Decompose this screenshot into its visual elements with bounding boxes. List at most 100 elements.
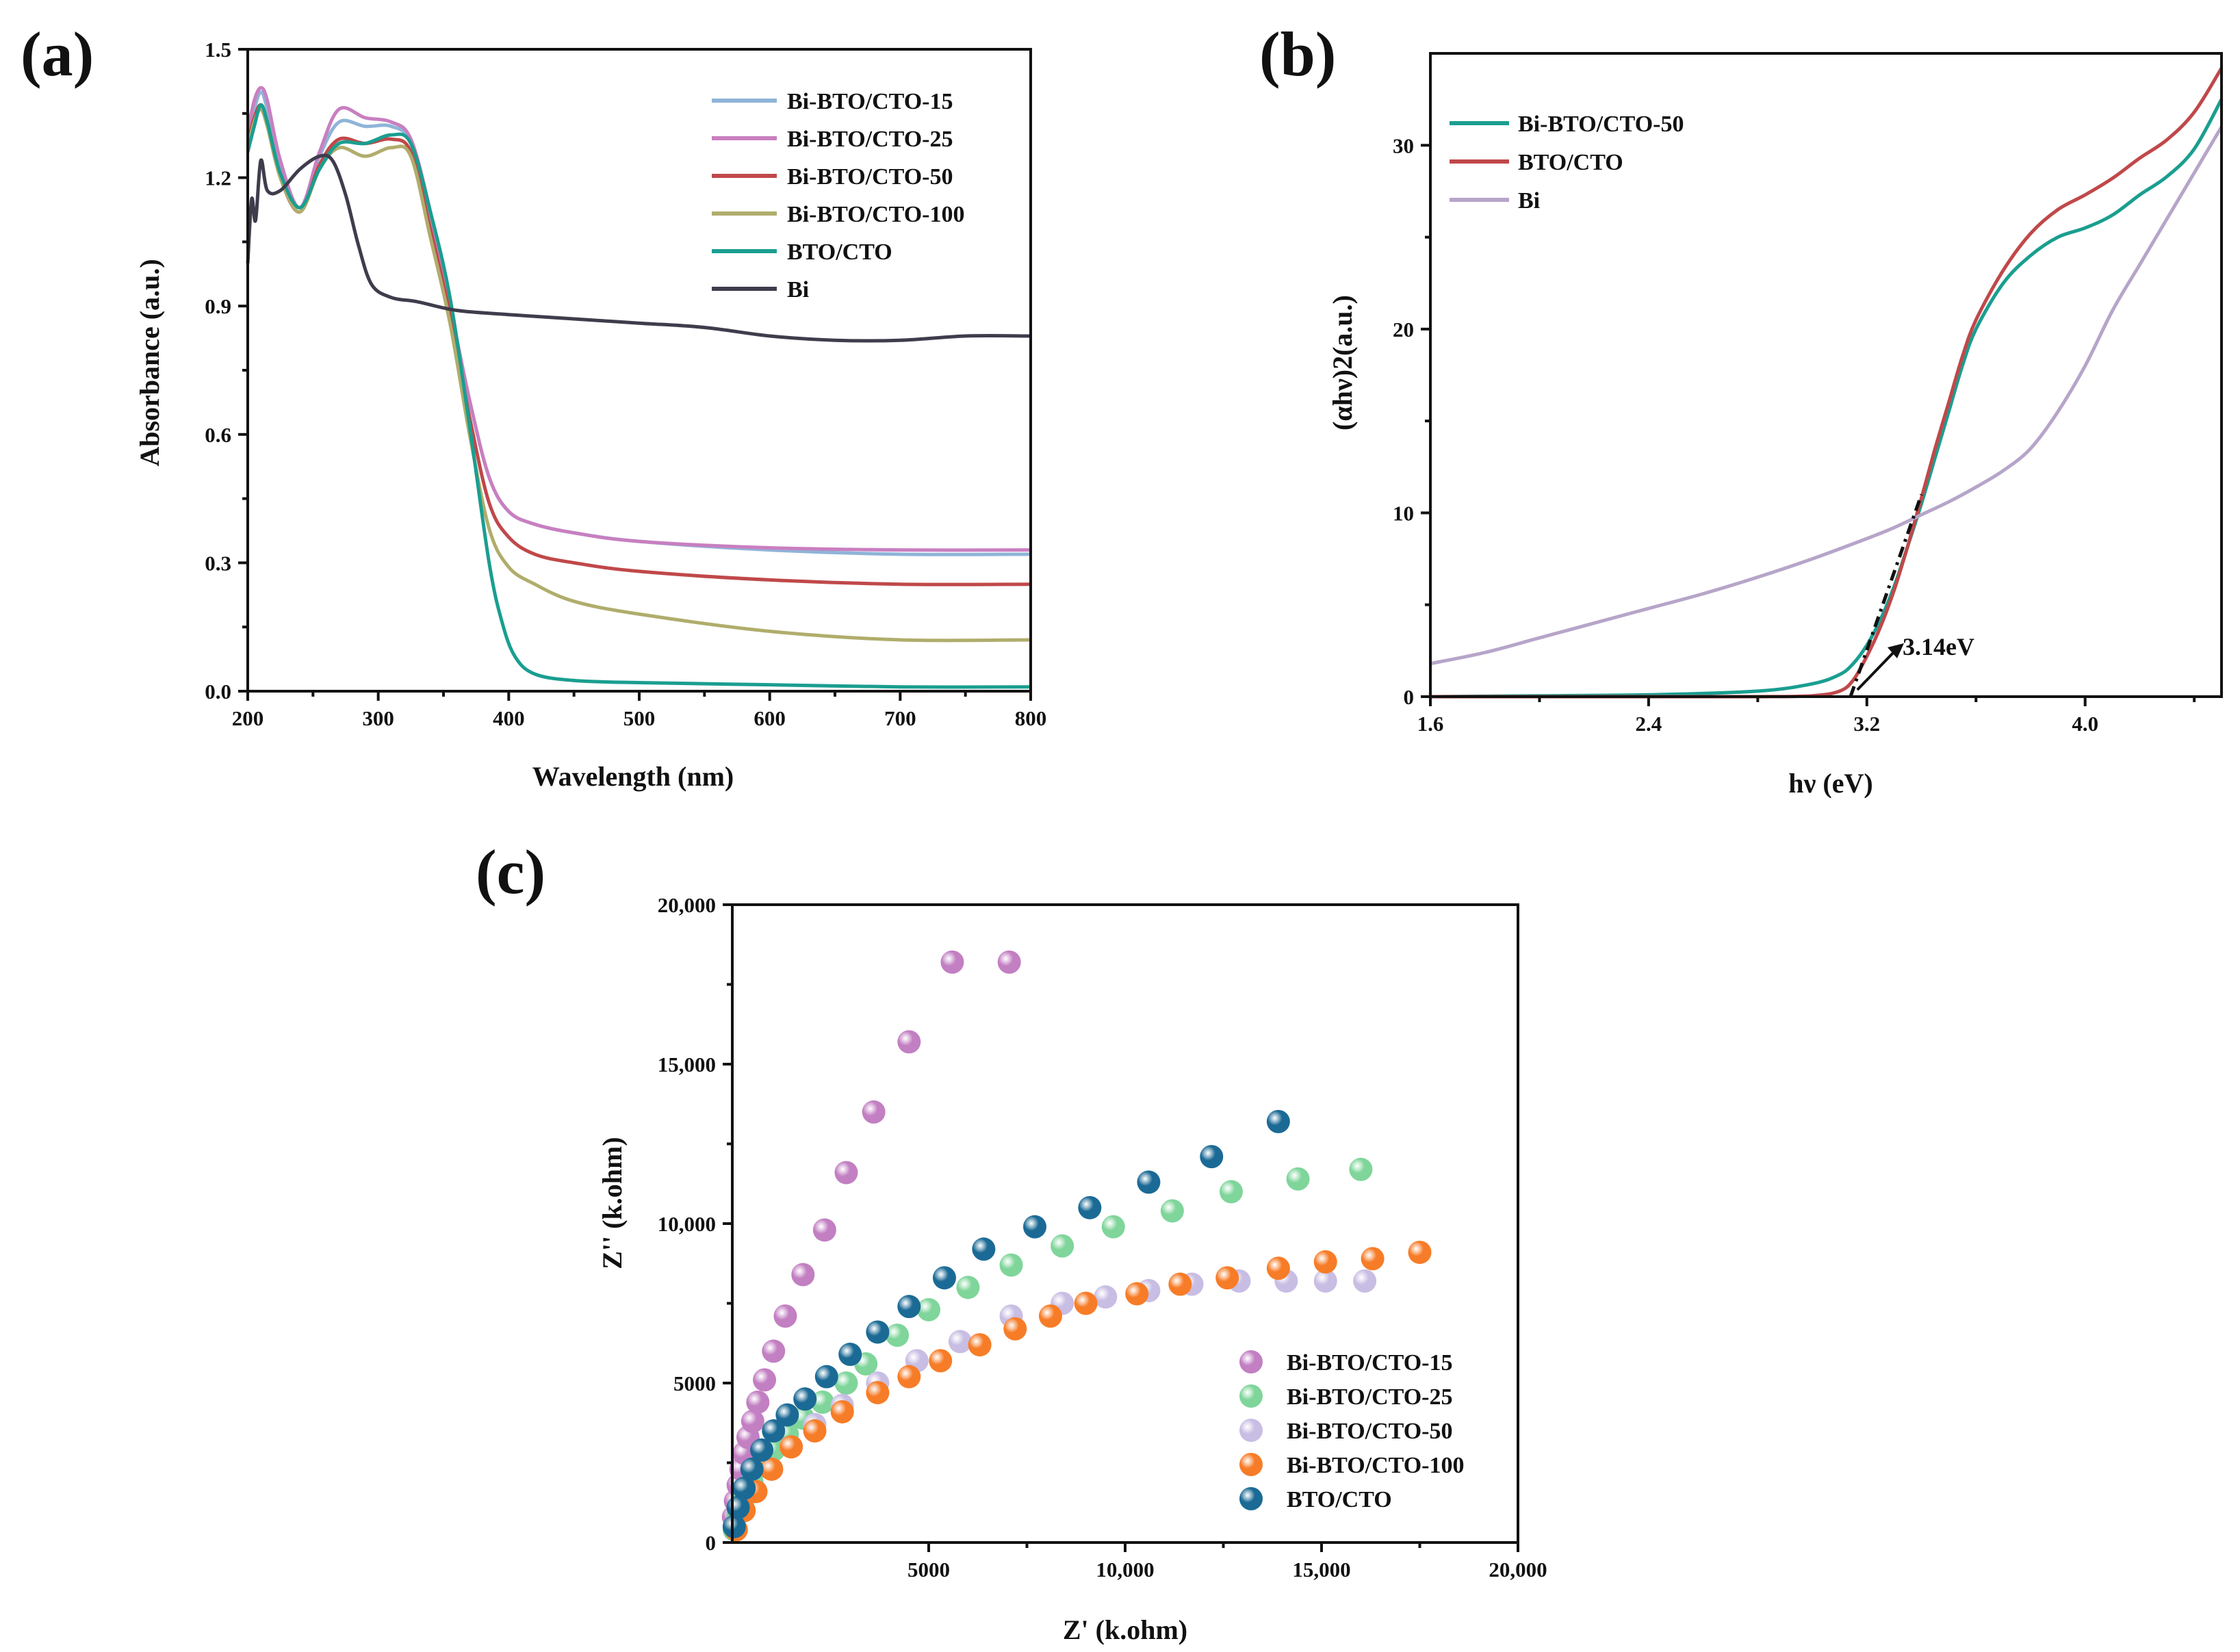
panel-c-point [1361, 1247, 1385, 1271]
panel-a-legend-label-bto-cto: BTO/CTO [787, 240, 892, 265]
panel-c-nyquist-plot: (c) 5000 10,000 15,000 20,000 0 5000 10,000 15,… [476, 837, 1547, 1645]
panel-a-xtick-label: 300 [362, 706, 394, 730]
panel-a-uv-vis-chart: (a) 200 300 400 500 600 700 800 0.0 0.3 0.6 0.9 1.2… [21, 19, 1046, 792]
panel-c-point [791, 1263, 815, 1287]
panel-c-point [793, 1387, 817, 1411]
panel-c-point [1125, 1282, 1149, 1306]
panel-c-legend-marker-bi-bto-cto-100 [1239, 1453, 1263, 1476]
panel-c-point [1022, 1215, 1046, 1239]
panel-a-legend-label-bi: Bi [787, 277, 809, 302]
panel-c-point [775, 1403, 799, 1427]
panel-c-point [1074, 1291, 1098, 1315]
panel-b-axes: 1.6 2.4 3.2 4.0 0 10 20 30 [1393, 52, 2223, 736]
panel-b-legend: Bi-BTO/CTO-50 BTO/CTO Bi [1450, 112, 1684, 214]
panel-c-point [997, 950, 1021, 974]
panel-b-legend-label-bi: Bi [1518, 188, 1540, 214]
panel-c-point [1160, 1199, 1184, 1223]
panel-c-axes: 5000 10,000 15,000 20,000 0 5000 10,000 15,000 2… [658, 893, 1547, 1582]
panel-b-xlabel: hν (eV) [1788, 768, 1872, 799]
panel-a-ytick-label: 1.2 [205, 166, 231, 190]
panel-b-series-bi-bto-cto-50 [1430, 98, 2224, 699]
panel-b-legend-label-bi-bto-cto-50: Bi-BTO/CTO-50 [1518, 112, 1684, 137]
panel-c-point [972, 1237, 996, 1261]
panel-c-legend-label-bi-bto-cto-100: Bi-BTO/CTO-100 [1287, 1453, 1464, 1478]
panel-b-xtick-label: 3.2 [1853, 712, 1880, 736]
panel-b-tauc-plot: (b) 1.6 2.4 3.2 4.0 0 10 20 30 Bi-BTO/CTO-50 BTO… [1259, 19, 2224, 799]
panel-c-point [1215, 1266, 1239, 1290]
panel-c-point [773, 1304, 797, 1328]
panel-a-legend-label-bi-bto-cto-25: Bi-BTO/CTO-25 [787, 127, 953, 152]
panel-c-point [1219, 1180, 1243, 1204]
panel-c-point [722, 1514, 746, 1538]
panel-b-bandgap-annotation: 3.14eV [1903, 633, 1974, 660]
panel-b-ytick-label: 0 [1404, 685, 1415, 709]
panel-c-legend-marker-bi-bto-cto-50 [1239, 1419, 1263, 1442]
panel-c-point [1094, 1285, 1118, 1309]
panel-c-point [1200, 1145, 1224, 1169]
panel-b-ytick-label: 10 [1393, 501, 1414, 525]
panel-a-xtick-label: 800 [1015, 706, 1047, 730]
panel-c-legend-label-bi-bto-cto-25: Bi-BTO/CTO-25 [1287, 1384, 1452, 1410]
panel-a-ylabel: Absorbance (a.u.) [134, 259, 165, 466]
panel-a-ytick-label: 0.0 [205, 680, 231, 704]
panel-c-point [897, 1365, 921, 1389]
panel-c-point [1266, 1109, 1290, 1133]
panel-c-frame [731, 903, 1519, 1544]
panel-a-series-bto-cto [246, 103, 1031, 689]
panel-c-point [1168, 1272, 1192, 1296]
panel-c-point [1078, 1196, 1102, 1219]
panel-c-point [834, 1371, 858, 1395]
panel-c-point [811, 1390, 835, 1414]
panel-c-point [940, 950, 964, 974]
panel-b-xtick-label: 2.4 [1636, 712, 1662, 736]
panel-c-point [732, 1476, 756, 1500]
panel-c-legend: Bi-BTO/CTO-15 Bi-BTO/CTO-25 Bi-BTO/CTO-50 B… [1239, 1350, 1464, 1512]
panel-a-xtick-label: 700 [884, 706, 916, 730]
panel-a-xtick-label: 600 [754, 706, 786, 730]
panel-c-point [834, 1161, 858, 1185]
panel-a-xtick-label: 400 [493, 706, 525, 730]
panel-a-xtick-label: 200 [232, 706, 264, 730]
panel-c-ytick-label: 10,000 [658, 1212, 716, 1236]
panel-c-point [812, 1218, 836, 1242]
panel-c-point [929, 1349, 953, 1373]
panel-c-point [956, 1276, 980, 1300]
panel-c-point [948, 1330, 972, 1354]
panel-b-tangent-line [1849, 493, 1923, 697]
panel-c-ytick-label: 5000 [673, 1371, 716, 1395]
panel-a-label: (a) [21, 19, 94, 89]
panel-a-ytick-label: 0.3 [205, 551, 231, 575]
panel-c-series-group [721, 950, 1432, 1542]
panel-c-point [1408, 1240, 1432, 1264]
panel-c-point [753, 1368, 777, 1392]
panel-c-point [746, 1390, 770, 1414]
panel-c-point [1101, 1215, 1125, 1239]
panel-c-legend-label-bi-bto-cto-50: Bi-BTO/CTO-50 [1287, 1419, 1452, 1444]
panel-c-xtick-label: 5000 [907, 1558, 950, 1582]
panel-c-point [862, 1100, 886, 1124]
panel-c-point [1313, 1250, 1337, 1274]
panel-c-point [866, 1380, 890, 1404]
panel-c-legend-label-bto-cto: BTO/CTO [1287, 1487, 1392, 1512]
panel-c-point [932, 1266, 956, 1290]
panel-c-point [830, 1399, 854, 1423]
panel-b-xtick-label: 4.0 [2072, 712, 2098, 736]
panel-c-point [1266, 1256, 1290, 1280]
panel-c-point [762, 1339, 786, 1363]
panel-a-xtick-label: 500 [623, 706, 656, 730]
panel-a-ytick-label: 0.6 [205, 423, 231, 447]
panel-c-legend-label-bi-bto-cto-15: Bi-BTO/CTO-15 [1287, 1350, 1452, 1376]
panel-a-ytick-label: 0.9 [205, 294, 231, 318]
panel-b-frame [1429, 52, 2223, 698]
panel-a-series-group [246, 86, 1031, 689]
panel-a-series-bi [246, 153, 1031, 343]
panel-a-xlabel: Wavelength (nm) [532, 761, 734, 792]
panel-c-point [814, 1365, 838, 1389]
panel-a-legend-label-bi-bto-cto-15: Bi-BTO/CTO-15 [787, 89, 953, 114]
panel-c-point [917, 1298, 940, 1321]
panel-c-point [897, 1030, 921, 1054]
panel-c-xlabel: Z' (k.ohm) [1063, 1614, 1187, 1645]
panel-c-ylabel: Z'' (k.ohm) [597, 1137, 628, 1269]
panel-b-ylabel: (αhν)2(a.u.) [1327, 295, 1358, 430]
